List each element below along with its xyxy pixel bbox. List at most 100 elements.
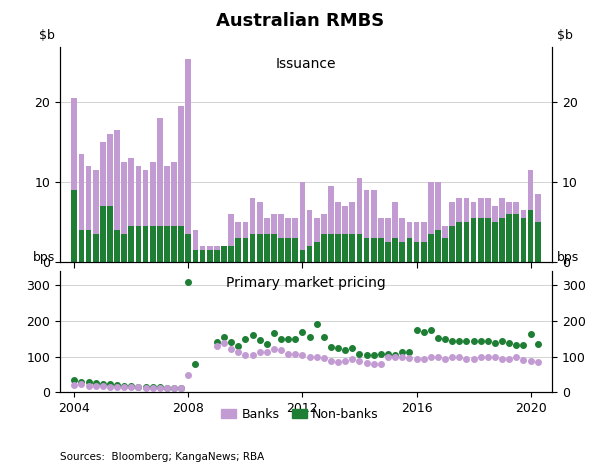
Point [248, 352, 257, 359]
Bar [271, 214, 277, 234]
Bar [356, 234, 362, 262]
Bar [150, 226, 155, 262]
Point [512, 341, 521, 348]
Point [262, 348, 272, 356]
Bar [335, 202, 341, 234]
Bar [392, 238, 398, 262]
Bar [364, 190, 370, 238]
Bar [292, 238, 298, 262]
Bar [193, 230, 199, 249]
Bar [385, 218, 391, 241]
Bar [356, 178, 362, 234]
Bar [93, 234, 98, 262]
Point [241, 351, 250, 359]
Point [355, 350, 364, 357]
Point [77, 378, 86, 385]
Bar [449, 226, 455, 262]
Bar [349, 234, 355, 262]
Bar [235, 222, 241, 238]
Point [461, 338, 471, 345]
Bar [250, 234, 256, 262]
Bar [478, 218, 484, 262]
Bar [257, 234, 263, 262]
Text: bps: bps [557, 251, 579, 263]
Point [112, 383, 122, 390]
Point [255, 348, 265, 356]
Bar [385, 241, 391, 262]
Text: $b: $b [39, 29, 55, 42]
Bar [421, 241, 427, 262]
Point [298, 328, 307, 335]
Bar [407, 222, 412, 238]
Point [483, 338, 493, 345]
Point [226, 339, 236, 346]
Point [141, 384, 151, 392]
Bar [221, 246, 227, 262]
Point [305, 354, 314, 361]
Bar [371, 190, 377, 238]
Bar [257, 202, 263, 234]
Bar [314, 218, 320, 241]
Bar [71, 99, 77, 190]
Bar [343, 234, 348, 262]
Bar [442, 238, 448, 262]
Point [505, 339, 514, 347]
Bar [278, 238, 284, 262]
Point [91, 380, 100, 387]
Bar [264, 234, 269, 262]
Bar [171, 226, 177, 262]
Bar [528, 170, 533, 210]
Point [319, 333, 329, 340]
Text: Sources:  Bloomberg; KangaNews; RBA: Sources: Bloomberg; KangaNews; RBA [60, 453, 264, 462]
Point [376, 361, 386, 368]
Point [518, 356, 528, 364]
Bar [71, 190, 77, 262]
Point [333, 345, 343, 352]
Bar [207, 249, 212, 262]
Point [290, 350, 300, 357]
Point [169, 385, 179, 392]
Point [340, 357, 350, 365]
Point [404, 348, 414, 356]
Point [212, 342, 221, 350]
Point [369, 360, 379, 368]
Point [533, 340, 542, 348]
Point [533, 358, 542, 365]
Point [276, 335, 286, 342]
Point [397, 354, 407, 361]
Bar [349, 202, 355, 234]
Bar [79, 230, 84, 262]
Point [490, 339, 500, 347]
Point [98, 382, 107, 389]
Bar [378, 238, 384, 262]
Bar [421, 222, 427, 241]
Bar [528, 210, 533, 262]
Bar [464, 198, 469, 222]
Bar [185, 59, 191, 234]
Point [490, 354, 500, 361]
Point [290, 335, 300, 342]
Point [134, 383, 143, 391]
Point [134, 383, 143, 390]
Bar [457, 198, 462, 222]
Bar [286, 238, 291, 262]
Point [469, 338, 478, 345]
Point [433, 334, 443, 341]
Bar [442, 226, 448, 238]
Point [433, 354, 443, 361]
Bar [178, 106, 184, 226]
Point [255, 337, 265, 344]
Bar [521, 218, 526, 262]
Point [127, 382, 136, 389]
Bar [128, 158, 134, 226]
Text: bps: bps [33, 251, 55, 263]
Bar [143, 226, 148, 262]
Point [347, 356, 357, 363]
Point [155, 383, 164, 391]
Bar [121, 234, 127, 262]
Legend: Banks, Non-banks: Banks, Non-banks [217, 403, 383, 426]
Bar [157, 226, 163, 262]
Point [262, 340, 272, 348]
Point [119, 382, 129, 389]
Bar [214, 246, 220, 249]
